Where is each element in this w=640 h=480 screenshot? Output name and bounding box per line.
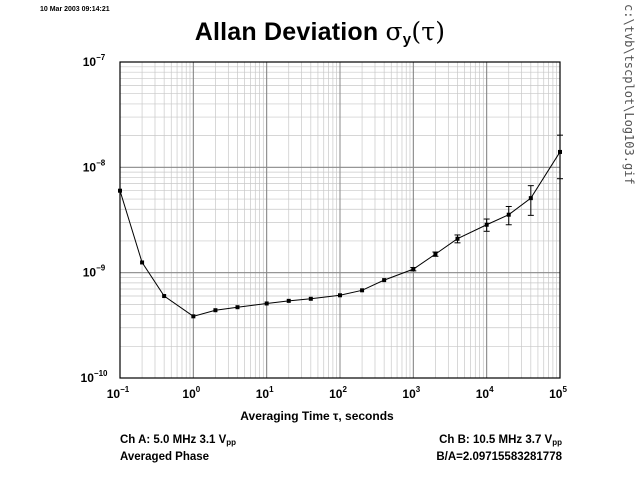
x-tick-labels: 10−1 100 101 102 103 104 105 <box>107 385 568 401</box>
y-tick-labels: 10−10 10−9 10−8 10−7 <box>81 53 108 385</box>
x-tick-label: 102 <box>329 385 347 401</box>
data-point <box>308 296 313 301</box>
series-allan <box>118 134 563 319</box>
x-tick-label: 104 <box>476 385 494 401</box>
data-point <box>433 252 438 257</box>
data-point <box>558 149 562 154</box>
data-point <box>411 267 416 272</box>
y-tick-label: 10−9 <box>83 264 106 280</box>
channel-a-info: Ch A: 5.0 MHz 3.1 Vpp <box>120 434 237 447</box>
y-tick-label: 10−8 <box>83 158 106 174</box>
data-point <box>235 305 240 310</box>
plot-frame <box>119 61 561 379</box>
data-point <box>360 288 365 293</box>
x-tick-label: 105 <box>549 385 567 401</box>
data-point <box>213 308 218 313</box>
title-main: Allan Deviation <box>194 18 386 46</box>
data-point <box>484 222 489 227</box>
title-subscript: y <box>402 31 412 48</box>
data-point <box>162 294 167 299</box>
data-point <box>382 278 387 283</box>
file-path: c:\tvb\tscplot\Log103.gif <box>622 4 636 185</box>
title-sigma: σ <box>385 17 403 46</box>
y-tick-label: 10−10 <box>81 369 108 385</box>
data-point <box>286 298 291 303</box>
timestamp: 10 Mar 2003 09:14:21 <box>40 6 110 13</box>
ratio-label: B/A=2.09715583281778 <box>436 451 562 463</box>
x-tick-label: 101 <box>256 385 274 401</box>
channel-b-info: Ch B: 10.5 MHz 3.7 Vpp <box>439 434 562 447</box>
title-tau: (τ) <box>411 17 446 46</box>
x-tick-label: 10−1 <box>107 385 130 401</box>
data-point <box>264 301 269 306</box>
footer-right: Ch B: 10.5 MHz 3.7 Vpp B/A=2.09715583281… <box>436 433 562 465</box>
x-axis-label: Averaging Time τ, seconds <box>240 409 394 423</box>
data-point <box>506 212 511 217</box>
chart-title: Allan Deviation σy(τ) <box>0 17 640 48</box>
x-tick-label: 100 <box>182 385 200 401</box>
footer-left: Ch A: 5.0 MHz 3.1 Vpp Averaged Phase <box>120 433 236 465</box>
y-tick-label: 10−7 <box>83 53 106 69</box>
data-point <box>140 260 145 265</box>
x-tick-label: 103 <box>402 385 420 401</box>
averaged-phase-label: Averaged Phase <box>120 451 210 463</box>
data-point <box>455 236 460 241</box>
data-point <box>338 293 342 298</box>
data-point <box>528 196 533 201</box>
data-point <box>118 188 122 193</box>
data-point <box>191 314 196 319</box>
